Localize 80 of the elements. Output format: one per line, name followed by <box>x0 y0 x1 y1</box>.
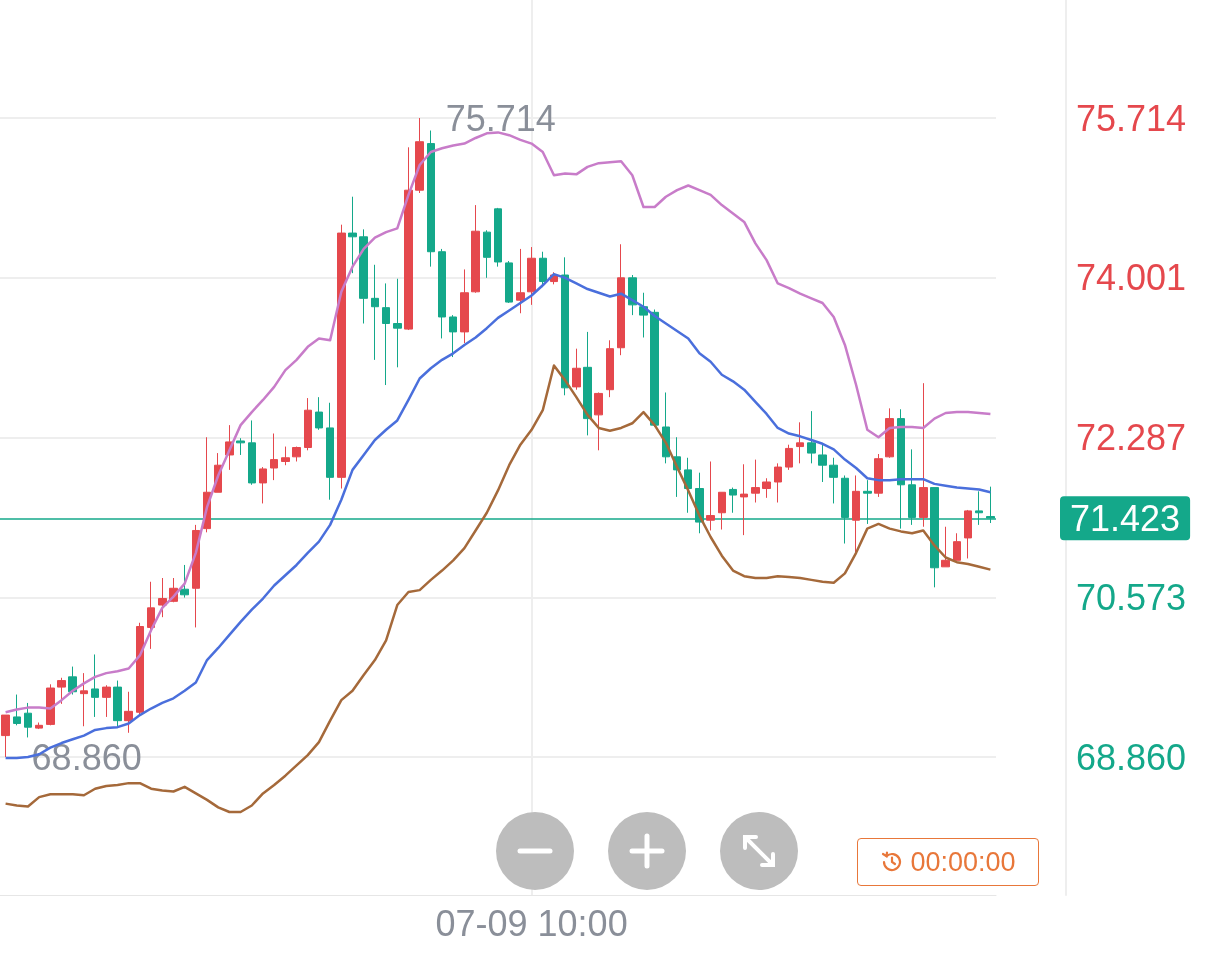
candlestick <box>953 532 961 561</box>
candlestick <box>829 457 838 504</box>
candlestick <box>740 463 748 536</box>
candlestick <box>404 146 413 331</box>
candlestick <box>259 466 267 504</box>
candlestick <box>527 246 536 306</box>
candlestick <box>505 260 513 304</box>
candlestick <box>885 407 894 459</box>
candlestick <box>1 714 10 758</box>
candlestick <box>460 268 469 344</box>
annotation: 75.714 <box>445 97 556 139</box>
candlestick <box>236 437 245 456</box>
ref-line-label: 71.423 <box>1070 497 1181 539</box>
candlestick <box>147 581 155 650</box>
candlestick <box>785 444 793 471</box>
y-tick-label: 70.573 <box>1076 576 1187 618</box>
line-series <box>4 364 992 814</box>
candlestick <box>561 256 569 396</box>
candlestick <box>326 402 334 501</box>
candlestick <box>248 419 256 486</box>
candlestick <box>113 680 122 728</box>
candlestick <box>650 309 659 428</box>
candlestick <box>304 397 312 451</box>
y-tick-label: 72.287 <box>1076 417 1187 459</box>
candlestick <box>337 224 346 490</box>
candlestick <box>919 382 928 528</box>
candlestick <box>359 228 368 325</box>
candlestick <box>729 487 737 514</box>
annotation: 68.860 <box>31 736 142 778</box>
y-tick-label: 68.860 <box>1076 736 1187 778</box>
candlestick <box>471 204 480 294</box>
candlestick <box>516 248 525 314</box>
candlestick <box>572 348 581 391</box>
candlestick <box>124 691 133 734</box>
candlestick <box>393 278 402 368</box>
annotation: 00:00:00 <box>910 846 1016 878</box>
candlestick <box>583 331 592 436</box>
candlestick <box>807 410 816 464</box>
candlestick <box>483 229 491 279</box>
x-tick-label: 07-09 10:00 <box>435 902 628 944</box>
candlestick <box>706 460 715 531</box>
candlestick <box>718 491 726 531</box>
candlestick <box>762 477 771 499</box>
candlestick <box>382 282 390 386</box>
candlestick <box>774 462 782 504</box>
candlestick <box>292 446 301 462</box>
y-tick-label: 74.001 <box>1076 257 1187 299</box>
candlestick <box>494 207 502 268</box>
y-tick-label: 75.714 <box>1076 97 1187 139</box>
candlestick <box>348 196 357 274</box>
candlestick <box>180 564 189 599</box>
candlestick <box>964 509 972 559</box>
candlestick <box>818 444 827 483</box>
candlestick <box>270 433 278 481</box>
candlestick <box>57 677 66 705</box>
candlestick <box>158 577 167 618</box>
candlestick <box>13 694 21 726</box>
candlestick <box>594 391 603 451</box>
candlestick <box>438 248 446 339</box>
candlestick <box>941 526 950 568</box>
candlestick <box>24 702 32 738</box>
candlestick <box>427 130 435 268</box>
candlestick <box>80 672 88 727</box>
candlestick <box>617 243 625 356</box>
candlestick <box>46 683 55 726</box>
candlestick <box>91 653 99 718</box>
candlestick <box>371 264 379 361</box>
candlestick <box>796 421 804 464</box>
candlestick <box>136 622 144 715</box>
candlestick <box>281 446 290 466</box>
candlestick <box>449 314 457 358</box>
candlestick <box>874 453 883 498</box>
candlestick <box>35 722 43 730</box>
candlestick <box>102 684 111 718</box>
candlestick <box>606 339 614 398</box>
line-series <box>4 131 992 714</box>
candlestick <box>315 396 323 431</box>
candlestick <box>852 474 860 554</box>
candlestick <box>751 459 760 504</box>
candlestick <box>684 457 692 514</box>
